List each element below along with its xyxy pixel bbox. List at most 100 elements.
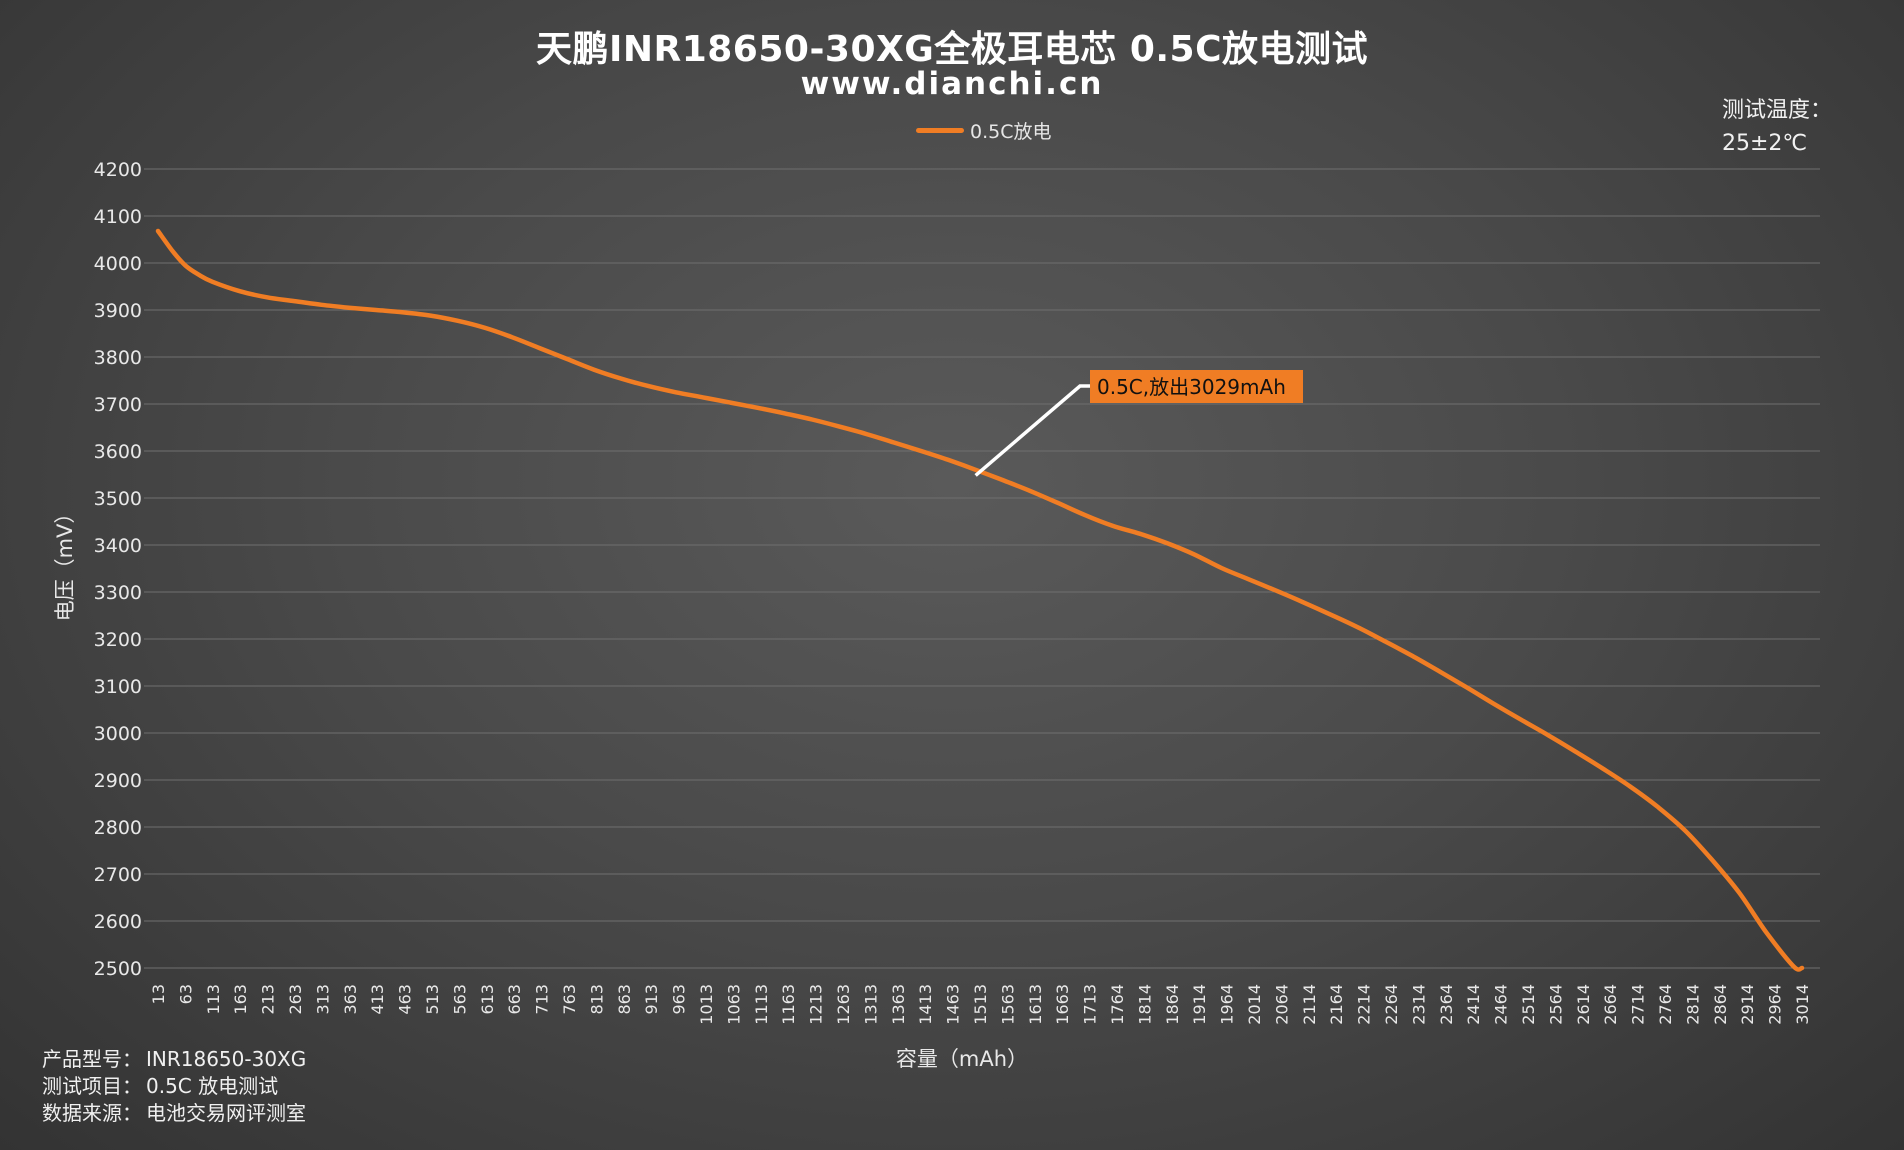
x-tick-label: 2414 [1464, 984, 1483, 1025]
x-tick-label: 213 [259, 984, 278, 1015]
x-tick-label: 1513 [971, 984, 990, 1025]
x-tick-label: 2014 [1245, 984, 1264, 1025]
y-tick-label: 3000 [94, 723, 142, 745]
x-tick-label: 2764 [1656, 984, 1675, 1025]
x-tick-label: 2464 [1492, 984, 1511, 1025]
x-tick-label: 2164 [1327, 984, 1346, 1025]
x-tick-label: 413 [368, 984, 387, 1015]
x-tick-label: 1313 [861, 984, 880, 1025]
x-tick-label: 1964 [1218, 984, 1237, 1025]
y-tick-label: 2900 [94, 770, 142, 792]
x-tick-label: 1663 [1053, 984, 1072, 1025]
annotation-label: 0.5C,放出3029mAh [1097, 375, 1286, 399]
y-tick-label: 4000 [94, 253, 142, 275]
x-tick-label: 1013 [697, 984, 716, 1025]
x-tick-label: 513 [423, 984, 442, 1015]
y-tick-label: 3900 [94, 300, 142, 322]
footer-label: 数据来源： [42, 1101, 142, 1125]
x-tick-label: 963 [670, 984, 689, 1015]
x-tick-label: 1363 [889, 984, 908, 1025]
x-tick-label: 2264 [1382, 984, 1401, 1025]
y-tick-label: 3200 [94, 629, 142, 651]
x-tick-label: 363 [341, 984, 360, 1015]
x-tick-label: 1864 [1163, 984, 1182, 1025]
x-tick-label: 913 [642, 984, 661, 1015]
footer-row-source: 数据来源： 电池交易网评测室 [42, 1100, 306, 1127]
x-tick-label: 2664 [1601, 984, 1620, 1025]
x-tick-label: 2314 [1409, 984, 1428, 1025]
x-tick-label: 1914 [1190, 984, 1209, 1025]
footer-value: 电池交易网评测室 [146, 1101, 306, 1125]
x-tick-label: 2814 [1683, 984, 1702, 1025]
footer-label: 产品型号： [42, 1047, 142, 1071]
x-tick-label: 2614 [1574, 984, 1593, 1025]
x-tick-label: 2514 [1519, 984, 1538, 1025]
y-tick-label: 2700 [94, 864, 142, 886]
x-tick-label: 1113 [752, 984, 771, 1025]
x-tick-label: 2114 [1300, 984, 1319, 1025]
y-tick-label: 3400 [94, 535, 142, 557]
y-tick-label: 3300 [94, 582, 142, 604]
gridlines [144, 168, 1820, 969]
footer-value: INR18650-30XG [146, 1047, 307, 1071]
x-tick-label: 1213 [807, 984, 826, 1025]
x-tick-label: 263 [286, 984, 305, 1015]
legend: 0.5C放电 [916, 117, 1051, 143]
y-tick-label: 2500 [94, 958, 142, 980]
x-tick-label: 1463 [944, 984, 963, 1025]
footer-value: 0.5C 放电测试 [146, 1074, 279, 1098]
x-tick-labels: 13 63 113 163 213 263 313 363 413 463 513 563 613 663… [149, 984, 1812, 1025]
x-tick-label: 1613 [1026, 984, 1045, 1025]
x-tick-label: 713 [533, 984, 552, 1015]
x-tick-label: 2914 [1738, 984, 1757, 1025]
y-axis-title: 电压（mV） [53, 503, 77, 622]
x-tick-label: 813 [587, 984, 606, 1015]
x-tick-label: 663 [505, 984, 524, 1015]
x-tick-label: 2964 [1766, 984, 1785, 1025]
y-tick-label: 3800 [94, 347, 142, 369]
legend-swatch [916, 127, 964, 133]
chart-subtitle: www.dianchi.cn [800, 66, 1104, 102]
x-tick-label: 113 [204, 984, 223, 1015]
x-tick-label: 863 [615, 984, 634, 1015]
legend-label: 0.5C放电 [970, 120, 1052, 143]
test-temperature: 测试温度： 25±2℃ [1722, 94, 1832, 160]
x-tick-label: 1063 [724, 984, 743, 1025]
y-tick-label: 4200 [94, 159, 142, 181]
x-tick-label: 763 [560, 984, 579, 1015]
x-tick-label: 313 [313, 984, 332, 1015]
x-tick-label: 1263 [834, 984, 853, 1025]
chart-title: 天鹏INR18650-30XG全极耳电芯 0.5C放电测试 [535, 29, 1369, 70]
x-tick-label: 2064 [1272, 984, 1291, 1025]
x-tick-label: 1713 [1081, 984, 1100, 1025]
test-temperature-label: 测试温度： [1722, 98, 1833, 123]
annotation-leader-line [974, 384, 1092, 477]
footer-row-test-item: 测试项目： 0.5C 放电测试 [42, 1073, 306, 1100]
x-tick-label: 1163 [779, 984, 798, 1025]
x-tick-label: 2214 [1355, 984, 1374, 1025]
y-tick-label: 3600 [94, 441, 142, 463]
x-axis-title: 容量（mAh） [896, 1047, 1028, 1071]
x-tick-label: 2564 [1546, 984, 1565, 1025]
y-tick-labels: 4200 4100 4000 3900 3800 3700 3600 3500 3400 3300… [94, 159, 142, 980]
y-tick-label: 2800 [94, 817, 142, 839]
x-tick-label: 613 [478, 984, 497, 1015]
x-tick-label: 1814 [1135, 984, 1154, 1025]
x-tick-label: 563 [450, 984, 469, 1015]
y-tick-label: 3500 [94, 488, 142, 510]
x-tick-label: 163 [231, 984, 250, 1015]
y-tick-label: 4100 [94, 206, 142, 228]
x-tick-label: 63 [176, 984, 195, 1004]
x-tick-label: 2864 [1711, 984, 1730, 1025]
x-tick-label: 463 [396, 984, 415, 1015]
x-tick-label: 1764 [1108, 984, 1127, 1025]
x-tick-label: 2714 [1629, 984, 1648, 1025]
x-tick-label: 2364 [1437, 984, 1456, 1025]
series-line-0.5c-discharge [155, 228, 1805, 972]
y-tick-label: 3100 [94, 676, 142, 698]
y-tick-label: 2600 [94, 911, 142, 933]
x-tick-label: 13 [149, 984, 168, 1004]
y-tick-label: 3700 [94, 394, 142, 416]
annotation-box [1090, 370, 1303, 403]
